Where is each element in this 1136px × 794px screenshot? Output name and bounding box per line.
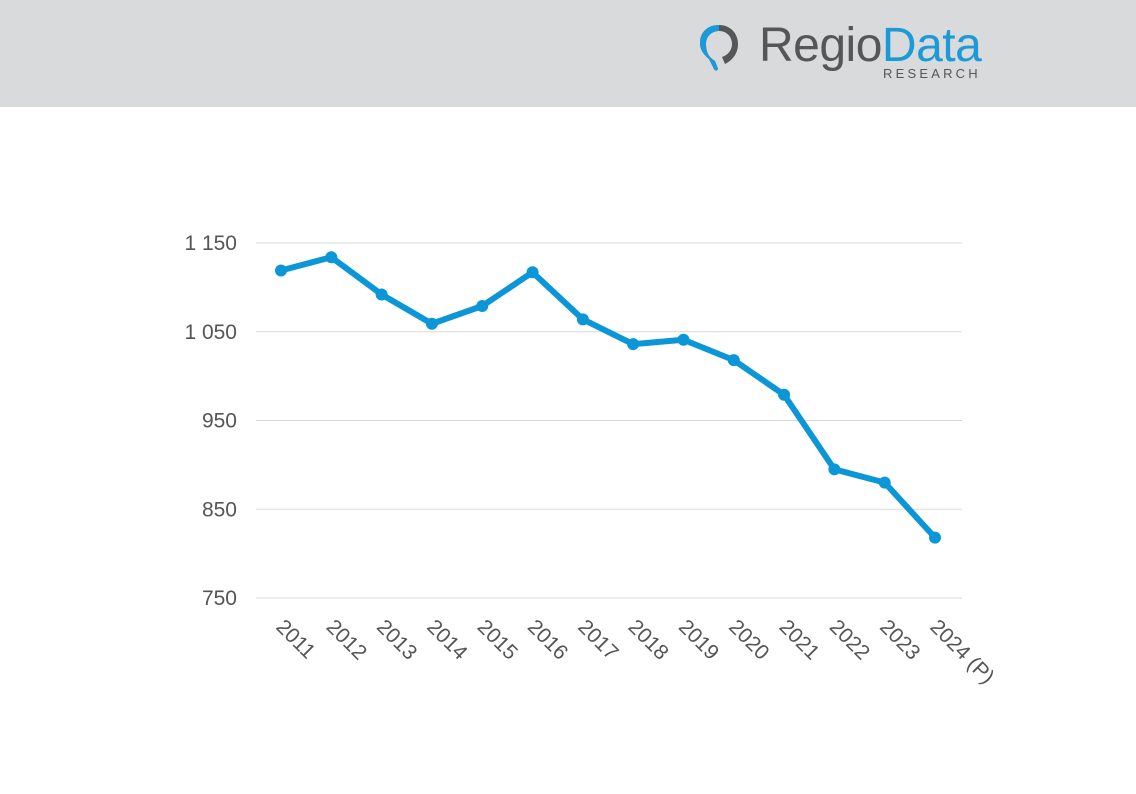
x-tick-label: 2022 — [825, 615, 874, 664]
data-point — [275, 264, 287, 277]
x-tick-label: 2016 — [523, 615, 572, 664]
x-tick-label: 2017 — [573, 615, 622, 664]
x-tick-label: 2013 — [372, 615, 421, 664]
data-point — [476, 300, 489, 313]
brand-name: RegioData — [759, 18, 982, 74]
regiodata-logo: RegioData RESEARCH — [697, 19, 997, 82]
x-tick-label: 2018 — [624, 615, 673, 664]
data-point — [325, 251, 338, 264]
y-tick-label: 850 — [202, 498, 237, 521]
brand-subtitle: RESEARCH — [883, 66, 981, 81]
brand-name-part2: Data — [881, 19, 982, 72]
data-point — [778, 388, 791, 401]
x-tick-label: 2014 — [422, 615, 472, 665]
y-tick-label: 1 150 — [184, 232, 237, 255]
x-tick-label: 2020 — [724, 615, 773, 664]
data-point — [878, 476, 891, 489]
x-tick-label: 2023 — [875, 615, 924, 664]
brand-name-part1: Regio — [759, 19, 882, 72]
series-line — [278, 254, 938, 541]
x-tick-label: 2019 — [674, 615, 723, 664]
x-tick-label: 2012 — [322, 615, 371, 664]
x-tick-label: 2011 — [271, 615, 319, 663]
line-chart: 750 850 950 1 050 1 150 2011 2012 2013 2014 2015 2… — [0, 107, 1136, 789]
location-pin-logo-icon — [700, 25, 738, 71]
header-bar: RegioData RESEARCH — [0, 0, 1136, 107]
y-tick-label: 750 — [202, 587, 237, 610]
x-tick-label: 2015 — [473, 615, 522, 664]
y-tick-label: 1 050 — [184, 321, 237, 344]
x-tick-label: 2021 — [775, 615, 824, 664]
data-point — [375, 288, 388, 301]
data-point — [828, 463, 841, 476]
data-point — [677, 333, 690, 346]
y-tick-label: 950 — [202, 410, 237, 433]
x-tick-label: 2024 (P) — [925, 615, 998, 688]
data-point — [727, 354, 740, 367]
data-point — [526, 266, 539, 279]
data-point — [627, 338, 640, 351]
data-point — [576, 313, 589, 326]
data-point — [929, 531, 941, 544]
data-point — [425, 317, 438, 330]
